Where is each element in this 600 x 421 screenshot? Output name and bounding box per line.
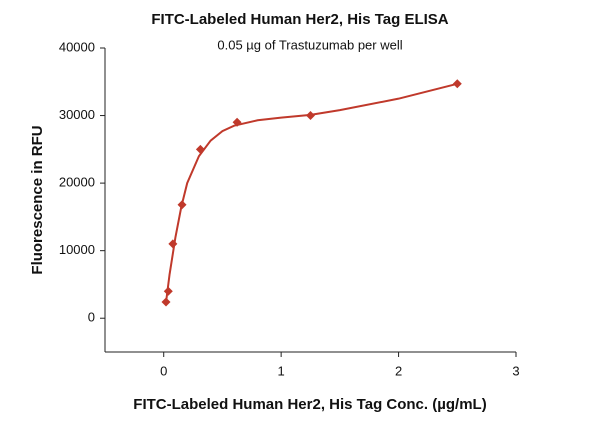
x-tick-label: 1 [278,363,285,378]
data-point [232,117,242,127]
y-tick-label: 20000 [59,175,95,190]
data-point [195,144,205,154]
y-tick-label: 30000 [59,107,95,122]
data-point [161,297,171,307]
fit-curve [165,82,458,303]
x-axis-label: FITC-Labeled Human Her2, His Tag Conc. (… [133,396,486,413]
x-tick-label: 3 [512,363,519,378]
y-tick-label: 10000 [59,242,95,257]
data-point [452,79,462,89]
data-point [168,239,178,249]
data-point [306,111,315,121]
x-tick-label: 2 [395,363,402,378]
x-tick-label: 0 [160,363,167,378]
data-point [163,286,173,296]
y-axis-label: Fluorescence in RFU [29,125,46,274]
chart-subtitle: 0.05 µg of Trastuzumab per well [217,37,402,52]
y-tick-label: 0 [88,310,95,325]
y-tick-label: 40000 [59,39,95,54]
chart-title: FITC-Labeled Human Her2, His Tag ELISA [151,11,448,28]
data-point [177,200,187,210]
